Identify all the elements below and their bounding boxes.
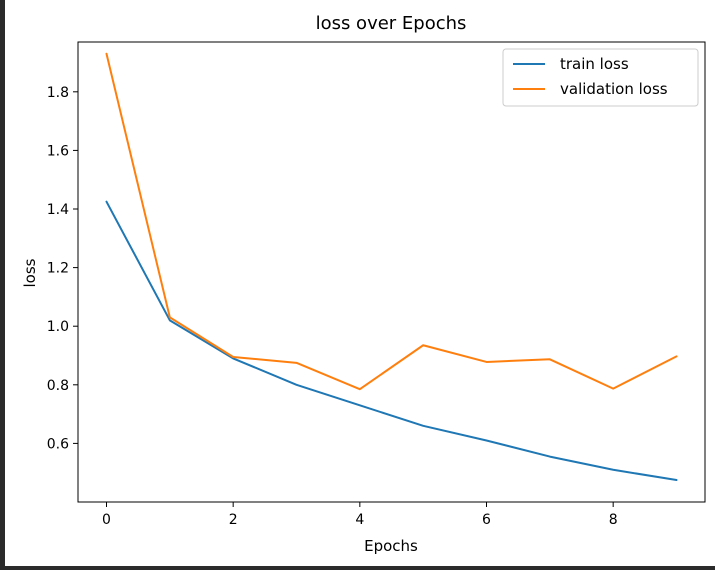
y-tick-label: 1.4 <box>47 202 69 218</box>
y-tick-label: 1.6 <box>47 143 69 159</box>
legend-label-validation-loss: validation loss <box>560 80 668 98</box>
y-axis-label: loss <box>21 258 39 287</box>
line-chart: loss over Epochs 0 2 4 6 8 0.6 0.8 1.0 1.2 1.4 1.… <box>21 13 706 555</box>
plot-frame <box>77 41 706 503</box>
y-tick-label: 1.2 <box>47 261 69 277</box>
y-axis: 0.6 0.8 1.0 1.2 1.4 1.6 1.8 <box>47 85 78 452</box>
y-tick-label: 1.0 <box>47 319 69 335</box>
y-tick-label: 1.8 <box>47 85 69 101</box>
series-layer <box>105 52 678 482</box>
x-axis-label: Epochs <box>364 537 418 555</box>
y-tick-label: 0.6 <box>47 436 69 452</box>
chart-figure: loss over Epochs 0 2 4 6 8 0.6 0.8 1.0 1.2 1.4 1.… <box>5 0 715 566</box>
legend-box <box>502 48 699 107</box>
series-line-validation-loss <box>105 52 678 391</box>
y-tick-label: 0.8 <box>47 378 69 394</box>
x-axis: 0 2 4 6 8 <box>102 502 618 528</box>
x-tick-label: 4 <box>355 512 364 528</box>
plot-area <box>77 41 706 503</box>
x-tick-label: 6 <box>482 512 491 528</box>
legend-label-train-loss: train loss <box>560 55 629 73</box>
x-tick-label: 2 <box>229 512 238 528</box>
x-tick-label: 0 <box>102 512 111 528</box>
x-tick-label: 8 <box>609 512 618 528</box>
series-line-train-loss <box>105 200 678 482</box>
chart-title: loss over Epochs <box>316 13 467 34</box>
legend: train loss validation loss <box>502 48 699 107</box>
